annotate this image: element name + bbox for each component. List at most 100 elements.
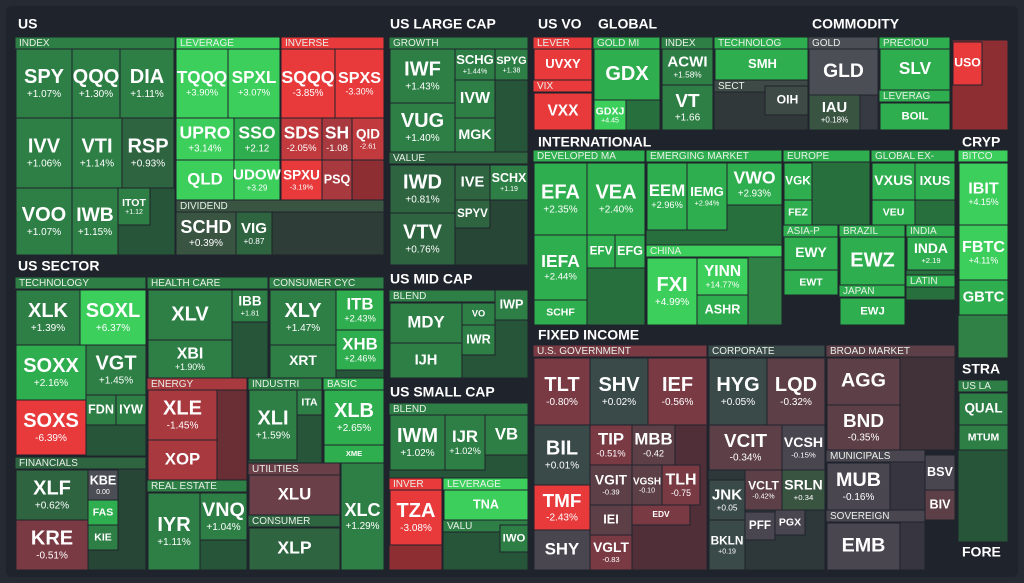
- tile[interactable]: [533, 529, 591, 571]
- tile[interactable]: [280, 159, 323, 201]
- tile[interactable]: [533, 299, 588, 326]
- tile[interactable]: [87, 524, 119, 551]
- tile[interactable]: [461, 324, 496, 356]
- tile[interactable]: [79, 289, 147, 346]
- tile[interactable]: [614, 234, 646, 269]
- tile[interactable]: [952, 41, 983, 86]
- tile[interactable]: [389, 302, 463, 344]
- tile[interactable]: [783, 269, 839, 296]
- tile[interactable]: [121, 117, 175, 189]
- tile[interactable]: [248, 474, 341, 516]
- tile[interactable]: [231, 289, 269, 323]
- tile[interactable]: [533, 234, 588, 301]
- tile[interactable]: [924, 489, 956, 521]
- tile[interactable]: [958, 424, 1009, 451]
- tile[interactable]: [879, 102, 951, 131]
- tile[interactable]: [71, 187, 119, 256]
- tile[interactable]: [15, 344, 87, 401]
- tile[interactable]: [631, 504, 691, 526]
- tile[interactable]: [269, 289, 337, 346]
- tile[interactable]: [489, 164, 529, 201]
- tile[interactable]: [879, 48, 951, 91]
- tile[interactable]: [589, 534, 633, 571]
- tile[interactable]: [454, 117, 496, 153]
- tile[interactable]: [593, 48, 661, 101]
- tile[interactable]: [726, 162, 783, 206]
- tile[interactable]: [661, 464, 701, 506]
- tile[interactable]: [924, 454, 956, 491]
- tile[interactable]: [661, 48, 714, 86]
- tile[interactable]: [494, 48, 529, 81]
- tile[interactable]: [589, 464, 633, 506]
- tile[interactable]: [15, 289, 81, 346]
- tile[interactable]: [454, 199, 491, 229]
- tile[interactable]: [764, 85, 811, 116]
- tile[interactable]: [321, 159, 353, 201]
- tile[interactable]: [351, 117, 385, 161]
- tile[interactable]: [708, 519, 746, 571]
- tile[interactable]: [744, 511, 776, 541]
- tile[interactable]: [175, 48, 229, 119]
- tile[interactable]: [147, 492, 201, 571]
- tile[interactable]: [85, 344, 147, 396]
- tile[interactable]: [661, 84, 714, 131]
- tile[interactable]: [533, 424, 591, 486]
- tile[interactable]: [15, 519, 89, 571]
- tile[interactable]: [389, 414, 446, 471]
- tile[interactable]: [499, 524, 529, 553]
- tile[interactable]: [443, 489, 529, 521]
- tile[interactable]: [296, 389, 323, 416]
- tile[interactable]: [808, 48, 879, 96]
- tile[interactable]: [117, 187, 151, 226]
- tile[interactable]: [389, 489, 443, 546]
- tile[interactable]: [914, 162, 956, 201]
- tile[interactable]: [647, 357, 708, 426]
- tile[interactable]: [227, 48, 281, 119]
- tile[interactable]: [696, 294, 749, 326]
- tile[interactable]: [646, 162, 688, 231]
- tile[interactable]: [714, 48, 811, 81]
- tile[interactable]: [686, 162, 728, 231]
- tile[interactable]: [533, 48, 593, 81]
- tile[interactable]: [335, 329, 385, 371]
- tile[interactable]: [533, 92, 593, 131]
- tile[interactable]: [871, 199, 916, 226]
- tile[interactable]: [389, 164, 456, 214]
- tile[interactable]: [454, 48, 496, 81]
- tile[interactable]: [340, 462, 385, 571]
- tile[interactable]: [646, 257, 698, 326]
- tile[interactable]: [454, 164, 491, 201]
- tile[interactable]: [586, 234, 616, 269]
- tile[interactable]: [85, 394, 117, 426]
- tile[interactable]: [826, 522, 901, 571]
- tile[interactable]: [454, 79, 496, 119]
- tile[interactable]: [280, 117, 323, 161]
- tile[interactable]: [708, 479, 746, 521]
- tile[interactable]: [233, 159, 281, 201]
- tile[interactable]: [906, 236, 956, 271]
- tile[interactable]: [744, 469, 783, 511]
- tile[interactable]: [199, 492, 248, 541]
- tile[interactable]: [334, 48, 385, 119]
- tile[interactable]: [389, 212, 456, 266]
- tile[interactable]: [444, 414, 486, 471]
- tile[interactable]: [631, 464, 663, 506]
- tile[interactable]: [484, 414, 529, 456]
- tile[interactable]: [323, 389, 385, 446]
- tile[interactable]: [783, 236, 839, 271]
- tile[interactable]: [269, 344, 337, 379]
- tile[interactable]: [147, 389, 218, 441]
- tile[interactable]: [766, 357, 826, 426]
- tile[interactable]: [175, 211, 237, 256]
- tile[interactable]: [87, 469, 119, 501]
- tile[interactable]: [839, 236, 906, 286]
- tile[interactable]: [15, 399, 87, 456]
- tile[interactable]: [115, 394, 147, 426]
- tile[interactable]: [781, 424, 826, 471]
- tile[interactable]: [708, 424, 783, 471]
- tile[interactable]: [248, 527, 341, 571]
- tile[interactable]: [87, 499, 119, 526]
- tile[interactable]: [826, 462, 891, 511]
- tile[interactable]: [389, 342, 463, 379]
- tile[interactable]: [826, 357, 901, 406]
